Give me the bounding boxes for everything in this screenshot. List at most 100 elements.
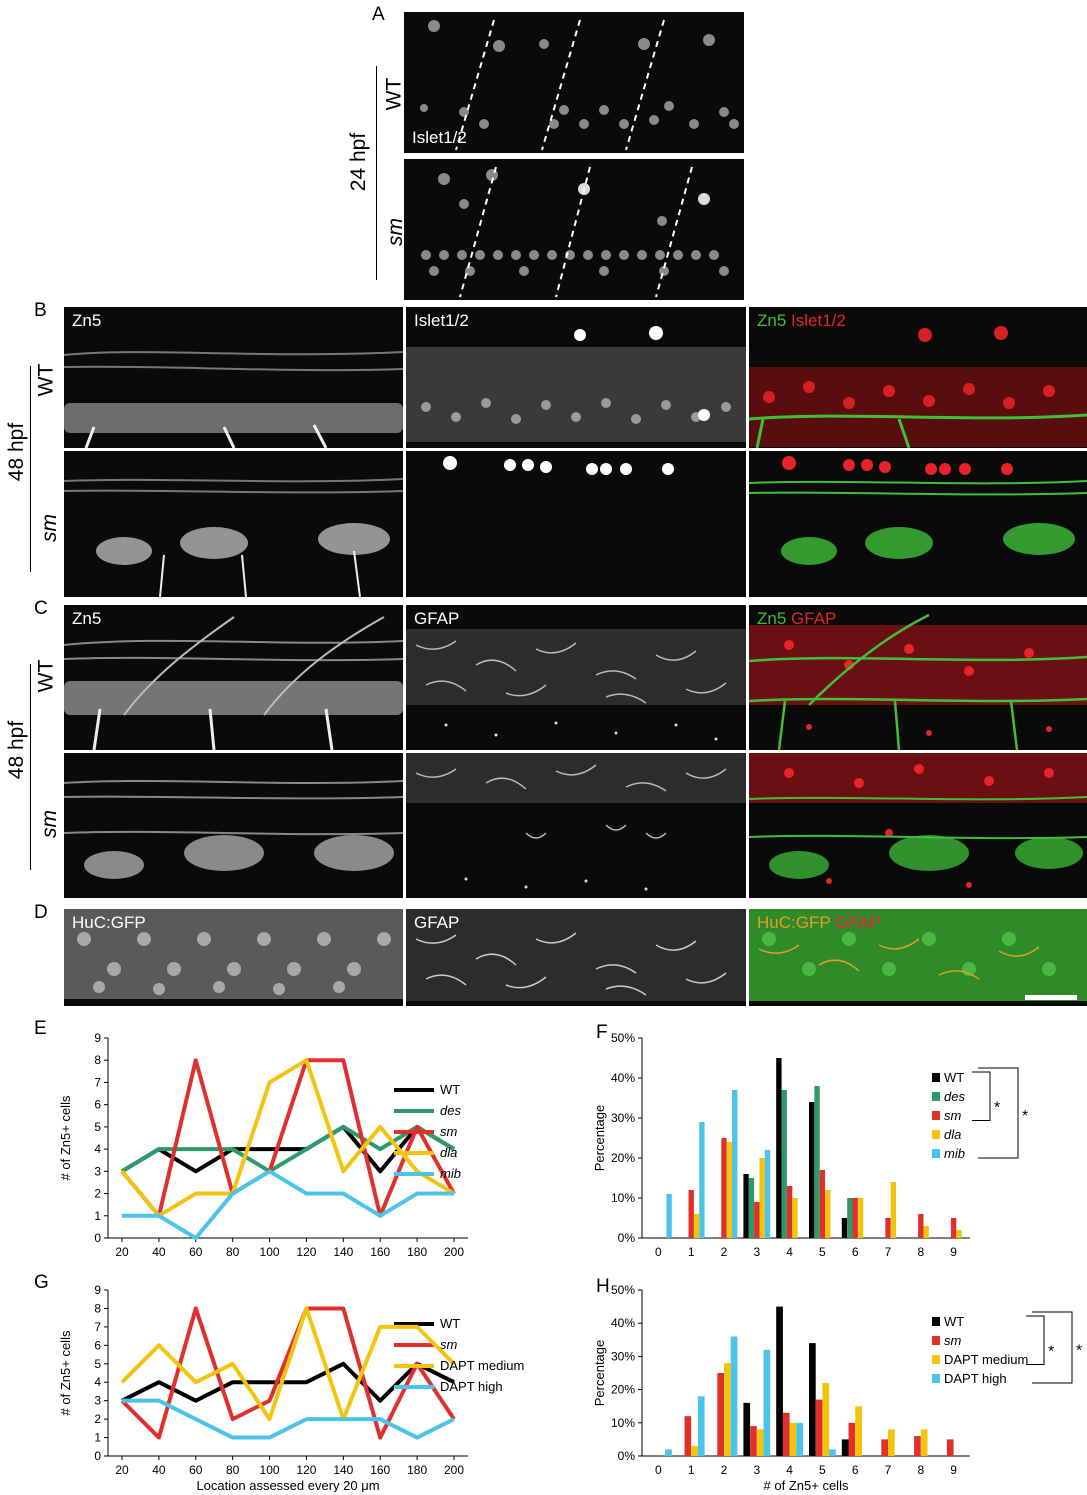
micrograph-islet-sm-b (406, 451, 746, 597)
legend-swatch (932, 1336, 940, 1345)
legend-label: dla (944, 1127, 961, 1142)
significance-star-outer: * (1076, 1343, 1082, 1360)
y-tick-label: 3 (94, 1394, 101, 1408)
y-tick-label: 5 (94, 1357, 101, 1371)
bar-dla (792, 1198, 798, 1238)
y-tick-label: 7 (94, 1075, 101, 1089)
bar-wt (841, 1439, 849, 1456)
bar-wt (809, 1343, 816, 1456)
legend-swatch (932, 1317, 940, 1326)
nuclei-field (420, 19, 739, 151)
significance-star-inner: * (994, 1100, 1000, 1117)
condition-label-wt-a: WT (382, 77, 406, 111)
bar-des (814, 1086, 820, 1238)
x-tick-label: 7 (885, 1463, 892, 1477)
y-tick-label: 4 (94, 1375, 101, 1389)
y-tick-label: 0% (618, 1231, 636, 1245)
micrograph-islet-sm-24hpf (404, 159, 744, 300)
merge-label-gfap-d: GFAP (835, 913, 881, 932)
panel-label-d: D (34, 902, 48, 923)
bar-dapt-high (763, 1349, 771, 1456)
bar-des (847, 1198, 853, 1238)
x-tick-label: 0 (655, 1245, 662, 1259)
x-tick-label: 120 (296, 1245, 316, 1259)
bar-dapt-high (665, 1449, 672, 1456)
x-tick-label: 20 (115, 1463, 129, 1477)
x-tick-label: 140 (333, 1463, 353, 1477)
panel-label-b: B (34, 300, 47, 321)
merge-label-islet: Islet1/2 (791, 311, 846, 330)
y-tick-label: 3 (94, 1164, 101, 1178)
bar-dapt-medium (920, 1429, 928, 1456)
micrograph-islet-wt-b: Islet1/2 (406, 307, 746, 448)
micrograph-islet-wt-24hpf: Islet1/2 (404, 12, 744, 153)
bar-wt (743, 1174, 749, 1238)
bar-wt (776, 1306, 783, 1456)
panel-label-g: G (34, 1272, 49, 1293)
merge-label-islet-b: Zn5 Islet1/2 (757, 311, 846, 331)
y-tick-label: 9 (94, 1283, 101, 1297)
axon-pattern (64, 780, 403, 879)
y-tick-label: 8 (94, 1053, 101, 1067)
y-tick-label: 4 (94, 1142, 101, 1156)
x-tick-label: 6 (852, 1245, 859, 1259)
y-tick-label: 40% (611, 1316, 635, 1330)
x-tick-label: 180 (407, 1463, 427, 1477)
nuclei-field (406, 326, 746, 442)
micrograph-zn5-wt-b: Zn5 (64, 307, 403, 448)
x-tick-label: 3 (753, 1463, 760, 1477)
bar-mib (764, 1150, 771, 1238)
bar-sm (885, 1218, 891, 1238)
x-tick-label: 20 (115, 1245, 129, 1259)
micrograph-merge-wt-c: Zn5 GFAP (749, 605, 1087, 750)
micrograph-gfap-sm-c (406, 753, 746, 898)
micrograph-merge-d: HuC:GFP GFAP (749, 909, 1087, 1006)
y-tick-label: 0 (94, 1449, 101, 1463)
legend-swatch (932, 1111, 940, 1120)
x-tick-label: 120 (296, 1463, 316, 1477)
panel-label-f: F (596, 1022, 608, 1043)
nuclei-field (443, 456, 674, 475)
bar-dapt-medium (789, 1422, 797, 1456)
bar-dla (759, 1158, 765, 1238)
bar-sm (786, 1186, 793, 1238)
legend-swatch (932, 1130, 940, 1139)
legend-label: sm (440, 1124, 458, 1139)
merge-field (749, 909, 1087, 1001)
y-tick-label: 5 (94, 1120, 101, 1134)
x-tick-label: 2 (721, 1245, 728, 1259)
significance-star-inner: * (1048, 1344, 1054, 1361)
legend-label: dla (440, 1145, 457, 1160)
condition-label-wt-b: WT (34, 363, 58, 397)
stain-label-islet-a: Islet1/2 (412, 128, 467, 147)
legend-label: sm (440, 1337, 458, 1352)
bar-sm (750, 1426, 757, 1456)
x-tick-label: 5 (819, 1463, 826, 1477)
panel-label-c: C (34, 598, 48, 619)
y-tick-label: 1 (94, 1209, 101, 1223)
series-line-dapt-medium (120, 1306, 456, 1422)
axon-pattern (64, 351, 403, 448)
legend-label: WT (944, 1314, 964, 1329)
y-tick-label: 50% (611, 1031, 635, 1045)
x-tick-label: 1 (688, 1463, 695, 1477)
panel-label-e: E (34, 1018, 47, 1039)
glia-pattern (406, 909, 746, 1001)
series-line-dla (120, 1058, 456, 1218)
merge-field (749, 326, 1087, 448)
bar-sm (754, 1202, 760, 1238)
y-tick-label: 10% (611, 1416, 635, 1430)
bar-dla (890, 1182, 897, 1238)
time-bracket-48hpf-b (30, 366, 31, 572)
y-tick-label: 6 (94, 1098, 101, 1112)
bar-sm (946, 1439, 954, 1456)
bar-sm (717, 1373, 724, 1456)
series-line-mib (122, 1169, 454, 1240)
legend-swatch (932, 1355, 940, 1364)
bar-dapt-medium (888, 1429, 895, 1456)
axon-pattern (64, 478, 403, 597)
x-tick-label: 8 (917, 1245, 924, 1259)
x-axis-label: Location assessed every 20 μm (196, 1478, 379, 1492)
legend-label: mib (944, 1146, 965, 1161)
y-axis-label: # of Zn5+ cells (58, 1095, 73, 1180)
